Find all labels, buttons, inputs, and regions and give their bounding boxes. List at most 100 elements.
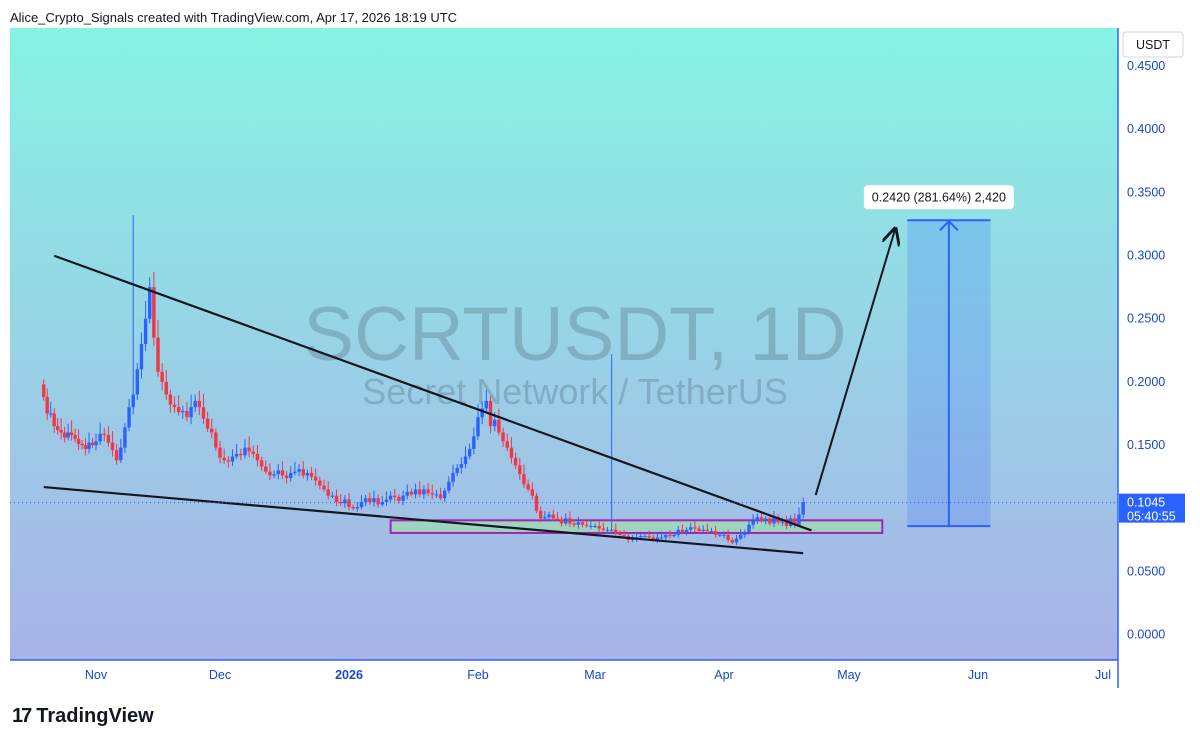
- candle-body: [49, 413, 53, 415]
- candle-body: [618, 533, 622, 535]
- candle-body: [239, 453, 243, 456]
- candle-body: [280, 470, 285, 476]
- candle-body: [135, 369, 140, 395]
- x-tick-label: 2026: [335, 668, 363, 682]
- candle-body: [793, 518, 797, 525]
- candle-body: [247, 447, 251, 452]
- candle-body: [127, 407, 131, 428]
- candle-body: [293, 471, 297, 473]
- candle-body: [413, 489, 418, 495]
- candle-body: [397, 496, 401, 501]
- candle-body: [476, 417, 480, 437]
- candle-body: [201, 407, 206, 419]
- candle-body: [197, 400, 202, 408]
- watermark: SCRTUSDT, 1D Secret Network / TetherUS: [303, 292, 846, 412]
- candle-body: [668, 534, 672, 537]
- currency-box: [1122, 31, 1184, 58]
- candle-body: [160, 371, 164, 382]
- candle-body: [351, 507, 355, 509]
- candle-body: [730, 539, 735, 543]
- candle-body: [322, 485, 326, 490]
- candle-body: [139, 344, 144, 370]
- candle-body: [443, 490, 447, 499]
- candle-body: [343, 499, 347, 504]
- candle-body: [69, 432, 74, 436]
- candle-body: [380, 502, 384, 505]
- candle-body: [472, 436, 476, 449]
- candle-body: [509, 447, 514, 458]
- candle-body: [614, 529, 618, 534]
- candle-body: [505, 441, 509, 448]
- y-tick-label: 0.3000: [1127, 249, 1165, 263]
- candle-body: [289, 472, 293, 478]
- candle-body: [284, 475, 289, 478]
- candle-body: [484, 400, 489, 409]
- candle-body: [751, 520, 755, 525]
- chart-area[interactable]: SCRTUSDT, 1D Secret Network / TetherUS 0…: [10, 28, 1186, 688]
- plot-background: [10, 28, 1118, 660]
- candle-body: [513, 457, 518, 466]
- candle-body: [576, 522, 580, 525]
- candle-body: [309, 472, 314, 477]
- y-tick-label: 0.3500: [1127, 185, 1165, 199]
- candle-body: [434, 494, 439, 496]
- candle-body: [87, 442, 91, 449]
- candle-body: [148, 287, 152, 319]
- candle-body: [551, 514, 555, 519]
- candle-body: [743, 532, 747, 535]
- candle-body: [651, 537, 655, 540]
- candle-body: [659, 537, 664, 539]
- x-tick-label: Nov: [85, 668, 108, 682]
- candle-body: [772, 517, 776, 524]
- candle-body: [172, 404, 177, 408]
- x-tick-label: Dec: [209, 668, 231, 682]
- candle-body: [297, 469, 301, 472]
- candle-body: [73, 435, 77, 439]
- candle-body: [459, 464, 464, 468]
- candle-body: [463, 456, 468, 465]
- candle-body: [334, 495, 339, 502]
- candle-body: [326, 489, 330, 496]
- candle-body: [222, 457, 226, 461]
- logo-mark-icon: 17: [12, 705, 32, 727]
- candle-body: [538, 510, 543, 519]
- candlestick-chart[interactable]: SCRTUSDT, 1D Secret Network / TetherUS 0…: [10, 28, 1186, 688]
- candle-body: [156, 337, 160, 372]
- candle-body: [718, 534, 722, 536]
- candle-body: [372, 498, 376, 502]
- candle-body: [559, 519, 564, 524]
- candle-body: [747, 524, 751, 533]
- candle-body: [393, 495, 397, 497]
- candle-body: [123, 427, 127, 448]
- chart-attribution: Alice_Crypto_Signals created with Tradin…: [10, 10, 458, 25]
- y-tick-label: 0.2000: [1127, 375, 1165, 389]
- candle-body: [763, 518, 768, 521]
- candle-body: [234, 453, 239, 457]
- y-tick-label: 0.0500: [1127, 565, 1165, 579]
- candle-body: [784, 522, 789, 527]
- candle-body: [376, 498, 380, 505]
- candle-body: [676, 529, 680, 535]
- candle-body: [689, 527, 693, 530]
- candle-body: [83, 445, 88, 449]
- candle-body: [268, 471, 272, 476]
- candle-body: [106, 435, 111, 443]
- candle-body: [693, 527, 697, 529]
- candle-body: [368, 498, 372, 502]
- candle-body: [480, 408, 484, 418]
- candle-body: [455, 467, 459, 473]
- candle-body: [572, 523, 576, 525]
- candle-body: [497, 419, 501, 433]
- x-tick-label: Feb: [467, 668, 489, 682]
- candle-body: [584, 524, 589, 527]
- candle-body: [347, 499, 351, 508]
- candle-body: [143, 318, 148, 344]
- candle-body: [526, 484, 530, 490]
- candle-body: [168, 394, 173, 405]
- candle-body: [330, 495, 335, 497]
- candle-body: [664, 534, 668, 538]
- x-tick-label: Jul: [1095, 668, 1111, 682]
- candle-body: [705, 529, 710, 532]
- candle-body: [451, 472, 455, 482]
- y-tick-label: 0.1500: [1127, 438, 1165, 452]
